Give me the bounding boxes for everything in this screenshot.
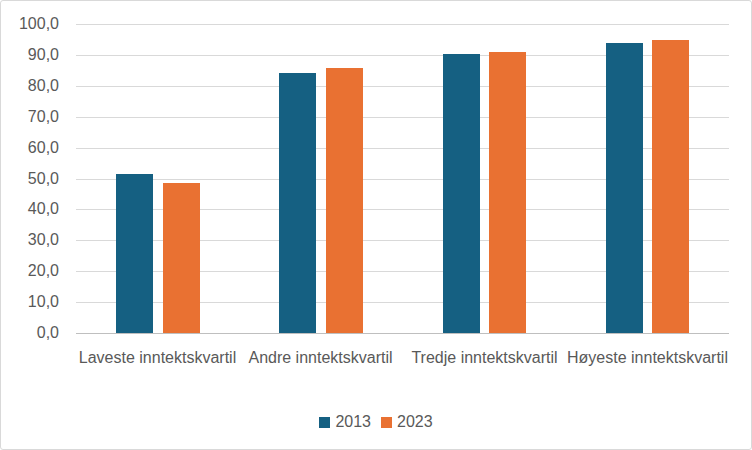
x-axis-category-label: Tredje inntektskvartil [403, 346, 566, 369]
bar-2023 [489, 52, 526, 333]
y-axis-tick-label: 20,0 [1, 261, 59, 281]
y-axis-tick-label: 0,0 [1, 323, 59, 343]
bar-2013 [443, 54, 480, 333]
y-axis-tick-label: 60,0 [1, 138, 59, 158]
legend-label: 2013 [335, 413, 371, 431]
y-axis-tick-label: 80,0 [1, 76, 59, 96]
bar-2013 [279, 73, 316, 333]
gridline [76, 24, 729, 25]
y-axis-tick-label: 70,0 [1, 107, 59, 127]
legend-item-2023: 2023 [381, 413, 433, 431]
bar-2013 [606, 43, 643, 333]
bar-chart: 0,0 10,0 20,0 30,0 40,0 50,0 60,0 70,0 80,0 90,0 1… [0, 0, 752, 450]
bar-2023 [163, 183, 200, 333]
x-axis-category-label: Høyeste inntektskvartil [566, 346, 729, 369]
y-axis-tick-label: 100,0 [1, 14, 59, 34]
legend-swatch-icon [319, 417, 330, 428]
y-axis-tick-label: 90,0 [1, 45, 59, 65]
y-axis-tick-label: 10,0 [1, 292, 59, 312]
y-axis-tick-label: 40,0 [1, 199, 59, 219]
legend: 2013 2023 [1, 413, 751, 431]
legend-item-2013: 2013 [319, 413, 371, 431]
x-axis-category-label: Laveste inntektskvartil [76, 346, 239, 369]
x-axis-category-label: Andre inntektskvartil [239, 346, 402, 369]
x-axis-line [76, 333, 729, 334]
bar-2023 [652, 40, 689, 333]
legend-label: 2023 [397, 413, 433, 431]
y-axis-tick-label: 30,0 [1, 230, 59, 250]
bar-2013 [116, 174, 153, 333]
y-axis-tick-label: 50,0 [1, 169, 59, 189]
legend-swatch-icon [381, 417, 392, 428]
bar-2023 [326, 68, 363, 333]
